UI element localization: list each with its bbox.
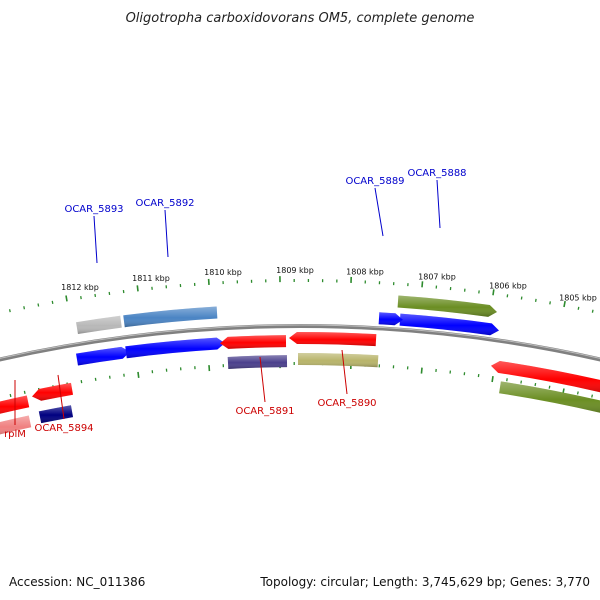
map-title: Oligotropha carboxidovorans OM5, complet…: [126, 11, 475, 26]
gene-arrow-shading: [125, 337, 225, 359]
gene-arrow-shading: [76, 346, 130, 366]
tick-mark: [563, 300, 566, 308]
tick-mark: [23, 306, 26, 310]
tick-label: 1805 kbp: [559, 293, 597, 302]
gene-label-ocar-5889[interactable]: OCAR_5889: [345, 176, 404, 187]
tick-label: 1811 kbp: [132, 274, 170, 283]
tick-label: 1812 kbp: [61, 283, 99, 292]
gene-label-ocar-5888[interactable]: OCAR_5888: [407, 168, 466, 179]
tick-mark: [492, 289, 495, 296]
tick-label: 1807 kbp: [418, 273, 456, 282]
gene-arrow-shading: [499, 381, 600, 413]
tick-mark: [421, 281, 424, 288]
tick-label: 1809 kbp: [276, 266, 314, 275]
tick-mark: [491, 375, 494, 383]
gene-features[interactable]: [0, 295, 600, 436]
label-leader-line: [374, 187, 384, 237]
tick-mark: [420, 367, 423, 374]
gene-label-ocar-5894[interactable]: OCAR_5894: [34, 423, 93, 434]
gene-label-ocar-5892[interactable]: OCAR_5892: [135, 198, 194, 209]
tick-mark: [534, 298, 537, 302]
gene-arrow-shading: [38, 405, 74, 424]
tick-label: 1806 kbp: [489, 281, 527, 290]
gene-arrow-shading: [491, 360, 600, 393]
label-leader-line: [436, 179, 441, 229]
tick-mark: [577, 306, 580, 310]
tick-mark: [549, 301, 551, 305]
tick-mark: [548, 385, 551, 389]
tick-mark: [23, 390, 26, 394]
label-leader-line: [259, 356, 266, 403]
genome-backbone: [0, 324, 600, 362]
genome-summary-text: Topology: circular; Length: 3,745,629 bp…: [259, 575, 590, 589]
label-leader-line: [341, 349, 348, 395]
label-leader-line: [164, 209, 169, 258]
tick-label: 1810 kbp: [204, 268, 242, 277]
tick-mark: [51, 300, 54, 304]
tick-mark: [37, 303, 40, 307]
gene-arrow-shading: [32, 382, 74, 401]
gene-arrow-shading: [397, 295, 497, 317]
label-leader-line: [93, 215, 98, 264]
tick-label: 1808 kbp: [346, 267, 384, 276]
tick-mark: [534, 382, 537, 387]
backbone-highlight: [0, 324, 600, 359]
gene-arrow-shading: [0, 415, 32, 435]
gene-label-ocar-5890[interactable]: OCAR_5890: [317, 398, 376, 409]
backbone-line: [0, 324, 600, 362]
tick-mark: [591, 309, 594, 313]
position-ticks: 1812 kbp 1811 kbp 1810 kbp 1809 kbp 1808 kbp…: [61, 266, 597, 302]
gene-label-rplm[interactable]: rplM: [4, 429, 26, 440]
gene-label-ocar-5891[interactable]: OCAR_5891: [235, 406, 294, 417]
gene-arrow-shading: [289, 332, 377, 347]
tick-mark: [591, 394, 594, 398]
gene-arrow-shading: [399, 313, 499, 336]
gene-arrow-shading: [297, 353, 379, 368]
tick-mark: [8, 309, 11, 313]
tick-mark: [576, 391, 579, 395]
gene-arrow-shading: [227, 355, 288, 369]
tick-mark: [65, 295, 68, 302]
gene-arrow-shading: [76, 315, 122, 335]
tick-mark: [9, 393, 12, 398]
tick-mark: [137, 371, 140, 378]
label-leader-line: [57, 374, 65, 420]
gene-arrow-shading: [220, 335, 287, 349]
gene-arrow-shading: [123, 306, 218, 328]
tick-mark: [520, 380, 523, 384]
tick-mark: [136, 285, 139, 292]
gene-arrow-shading: [378, 312, 403, 326]
gene-label-ocar-5893[interactable]: OCAR_5893: [64, 204, 123, 215]
accession-text: Accession: NC_011386: [9, 575, 145, 589]
